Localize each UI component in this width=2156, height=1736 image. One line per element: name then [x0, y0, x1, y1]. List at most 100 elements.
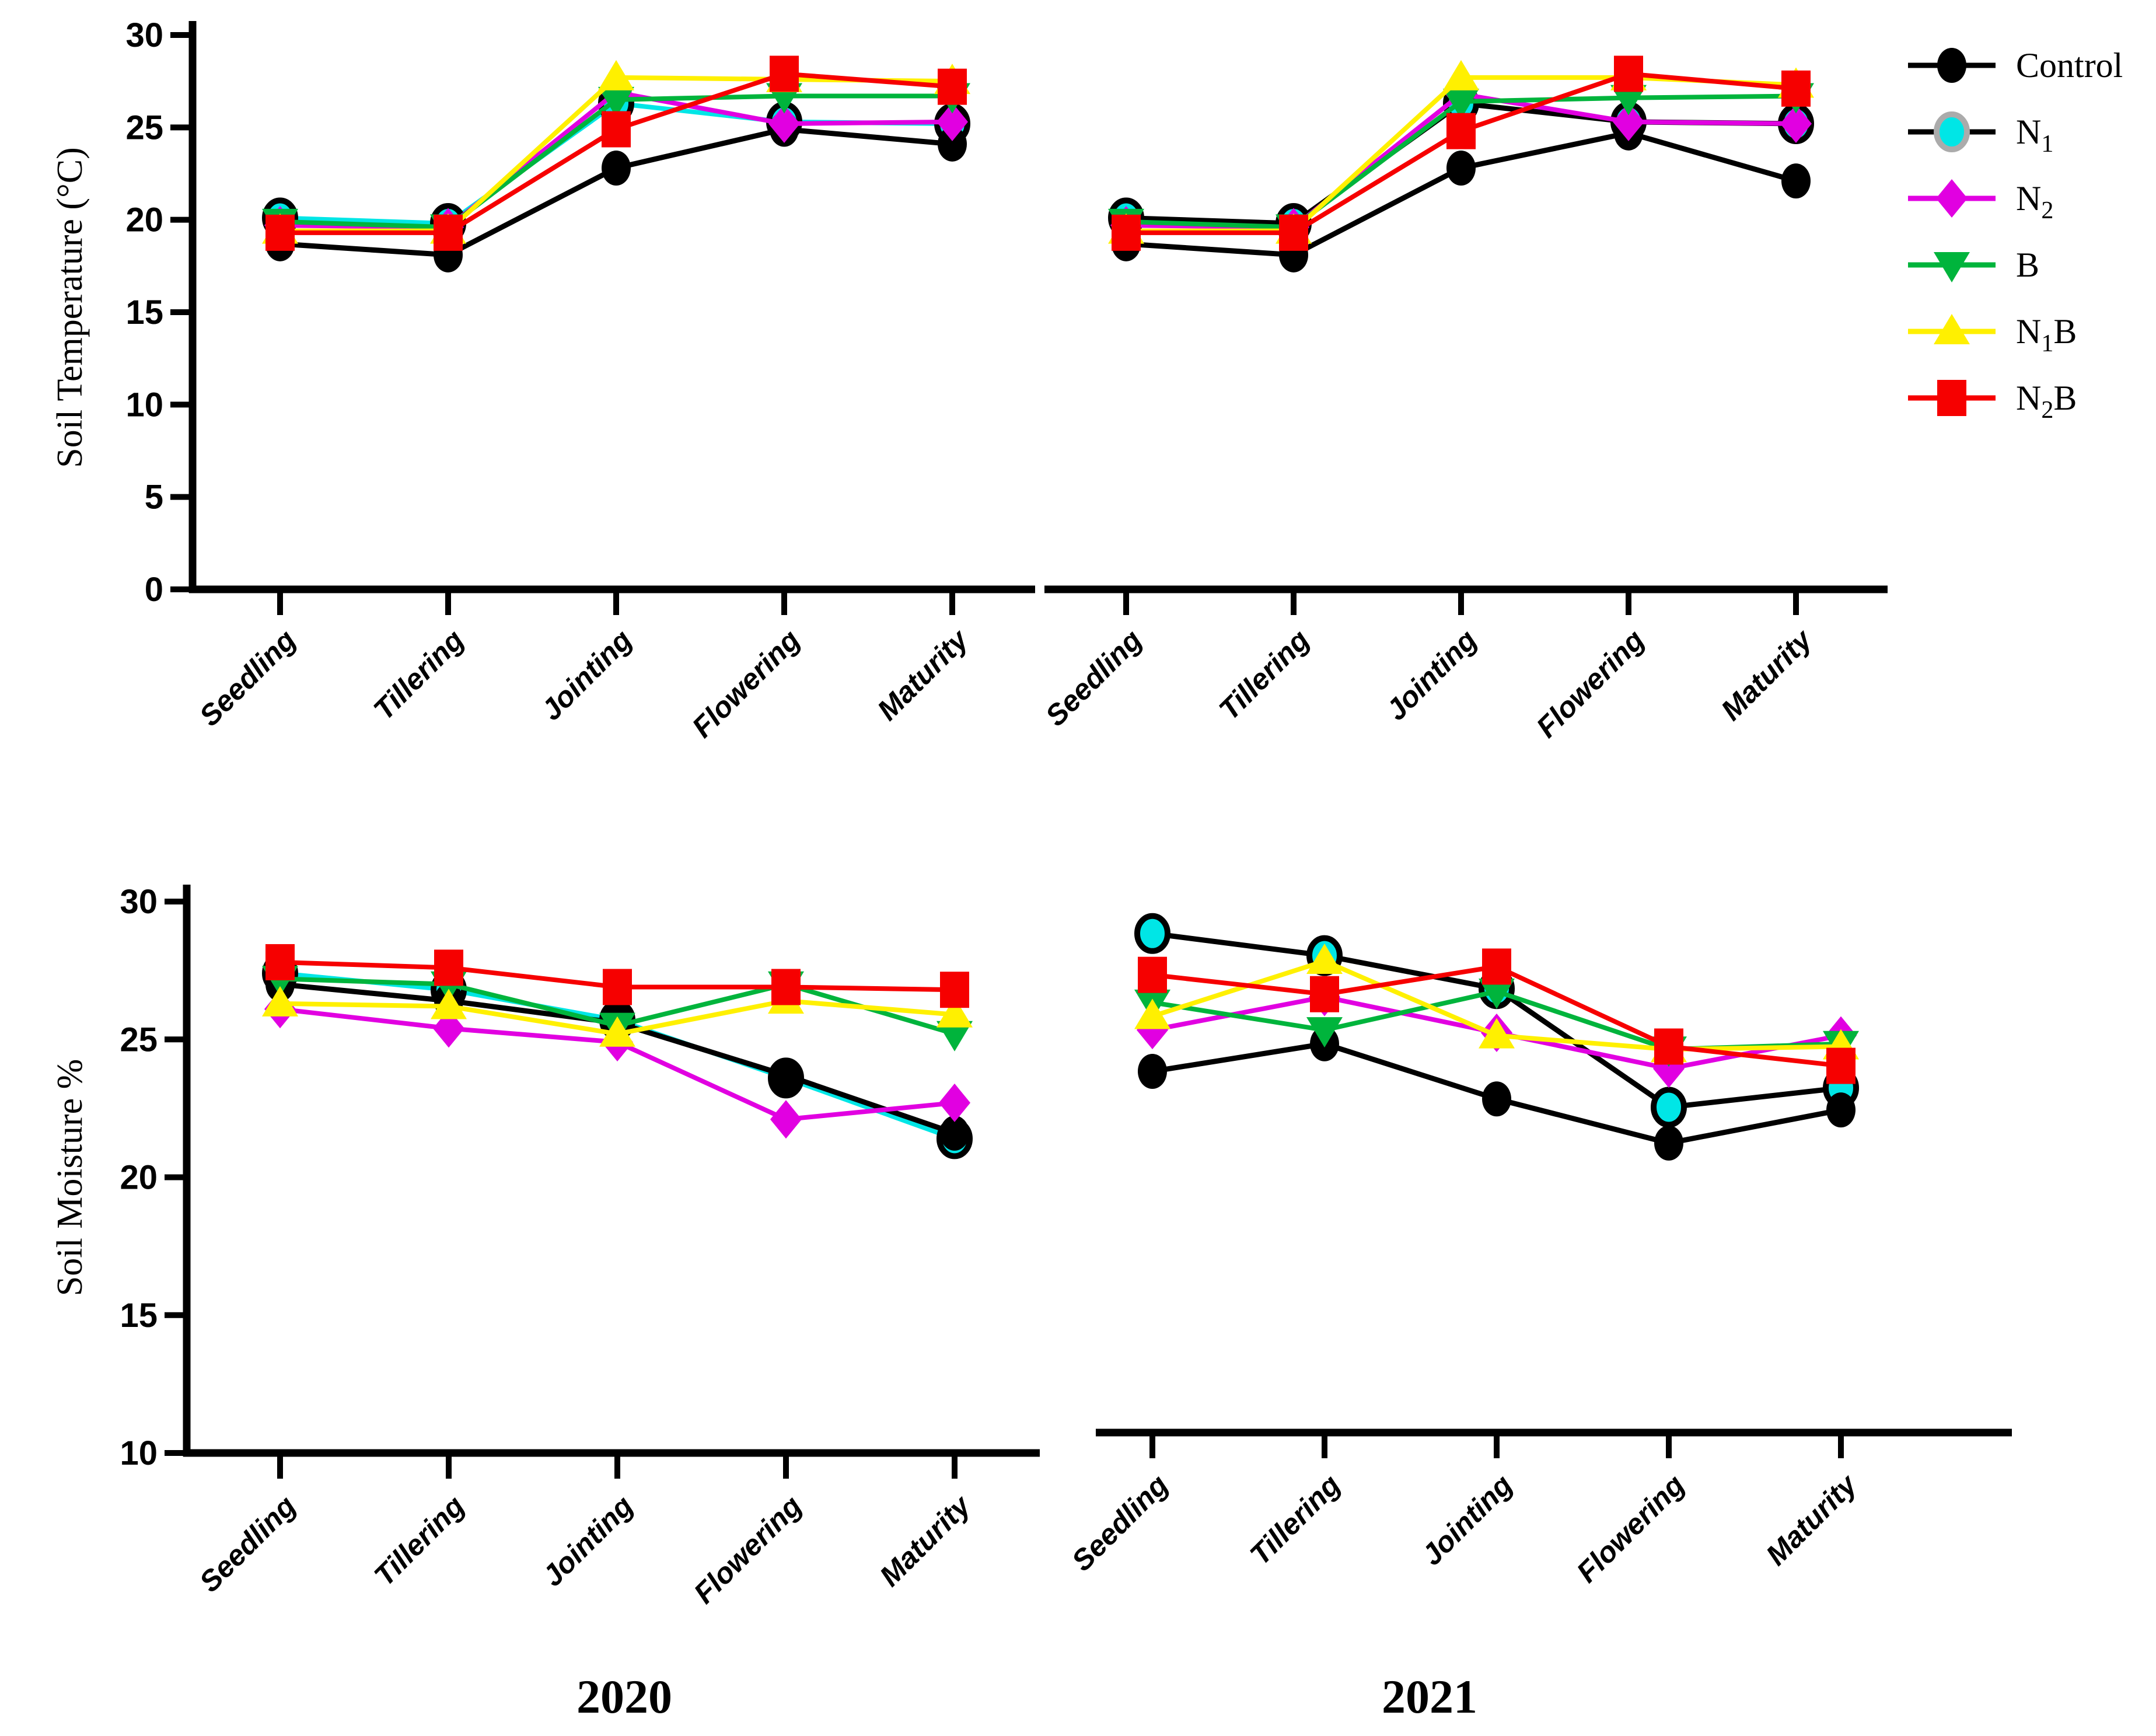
year-label-2020: 2020 [576, 1670, 672, 1723]
stage-label: Tillering [1243, 1468, 1346, 1571]
square-marker-icon [1138, 956, 1167, 993]
circle-marker-icon [1446, 151, 1476, 186]
legend-item-N2: N2 [1908, 179, 2053, 224]
square-marker-icon [1310, 976, 1339, 1012]
square-marker-icon [265, 944, 295, 980]
series-line [279, 126, 953, 258]
ringed-circle-marker-icon [1134, 913, 1170, 954]
moisture-y-tick-label: 20 [120, 1159, 158, 1197]
year-label-2021: 2021 [1382, 1670, 1477, 1723]
diamond-marker-icon [937, 102, 968, 141]
stage-label: Tillering [368, 1489, 470, 1592]
triangle-up-marker-icon [1443, 60, 1479, 90]
stage-label: Maturity [871, 623, 976, 727]
stage-label: Seedling [1039, 623, 1148, 732]
legend-label-N1B: N1B [2016, 312, 2077, 357]
moisture-y-tick-label: 15 [120, 1297, 158, 1335]
legend-label-N2B: N2B [2016, 379, 2077, 424]
stage-label: Jointing [1380, 623, 1483, 726]
legend-item-N1B: N1B [1908, 312, 2077, 357]
circle-marker-icon [602, 151, 631, 186]
legend-item-B: B [1908, 246, 2039, 284]
square-marker-icon [1826, 1047, 1856, 1084]
stage-label: Seedling [193, 1489, 302, 1598]
circle-marker-icon [1781, 163, 1811, 199]
square-marker-icon [434, 949, 463, 986]
stage-label: Tillering [367, 623, 470, 726]
square-marker-icon [770, 55, 799, 92]
legend-item-Control: Control [1908, 46, 2123, 85]
legend-triangle-down-marker-icon [1934, 252, 1970, 282]
triangle-down-marker-icon [1306, 1017, 1343, 1048]
legend-diamond-marker-icon [1936, 179, 1968, 218]
square-marker-icon [1112, 214, 1141, 251]
temperature-y-tick-label: 25 [125, 109, 163, 146]
triangle-up-marker-icon [1479, 1018, 1515, 1049]
diamond-marker-icon [939, 1083, 970, 1122]
triangle-up-marker-icon [1306, 944, 1343, 974]
legend-label-N1: N1 [2016, 113, 2053, 158]
square-marker-icon [1279, 214, 1308, 251]
temperature-y-tick-label: 15 [125, 294, 163, 331]
diamond-marker-icon [768, 104, 800, 143]
series-soil-moisture-2021-N2B [1138, 948, 1856, 1084]
circle-marker-icon [1654, 1125, 1683, 1161]
temperature-y-tick-label: 30 [125, 16, 163, 54]
circle-marker-icon [940, 1115, 969, 1151]
triangle-up-marker-icon [598, 60, 634, 90]
square-marker-icon [938, 68, 967, 105]
square-marker-icon [434, 214, 463, 251]
circle-marker-icon [1826, 1092, 1856, 1128]
circle-marker-icon [1138, 1054, 1167, 1089]
stage-label: Flowering [1570, 1468, 1691, 1589]
stage-label: Maturity [1760, 1468, 1864, 1572]
stage-label: Flowering [1530, 623, 1651, 744]
triangle-up-marker-icon [599, 1016, 635, 1047]
legend-label-Control: Control [2016, 46, 2123, 85]
temperature-y-tick-label: 10 [125, 386, 163, 424]
stage-label: Seedling [1065, 1468, 1175, 1577]
diamond-marker-icon [1780, 104, 1812, 143]
series-soil-moisture-2020-N2B [265, 944, 969, 1008]
legend-triangle-up-marker-icon [1934, 314, 1970, 344]
triangle-down-marker-icon [1479, 979, 1515, 1009]
stage-label: Jointing [1416, 1468, 1519, 1571]
legend-circle-marker-icon [1937, 48, 1966, 83]
triangle-down-marker-icon [937, 1021, 973, 1052]
square-marker-icon [265, 214, 295, 251]
temperature-y-tick-label: 5 [145, 478, 163, 516]
stage-label: Flowering [686, 623, 806, 744]
square-marker-icon [1781, 70, 1811, 107]
square-marker-icon [602, 111, 631, 148]
stage-label: Maturity [873, 1489, 978, 1593]
triangle-down-marker-icon [598, 86, 634, 117]
series-group-soil-temperature-2021 [1108, 55, 1814, 273]
temperature-y-tick-label: 20 [125, 201, 163, 239]
circle-marker-icon [938, 126, 967, 162]
moisture-y-tick-label: 10 [120, 1434, 158, 1472]
legend-circle-marker-icon [1934, 111, 1970, 152]
series-soil-temperature-2020-N2B [265, 55, 967, 251]
diamond-marker-icon [770, 1100, 802, 1139]
legend-square-marker-icon [1937, 380, 1966, 416]
stage-label: Seedling [193, 623, 302, 732]
square-marker-icon [771, 969, 801, 1005]
triangle-up-marker-icon [431, 988, 467, 1019]
stage-label: Flowering [687, 1489, 808, 1610]
stage-label: Tillering [1212, 623, 1315, 726]
legend-item-N2B: N2B [1908, 379, 2077, 424]
square-marker-icon [1482, 948, 1511, 985]
legend-label-N2: N2 [2016, 179, 2053, 224]
square-marker-icon [603, 969, 632, 1005]
series-group-soil-moisture-2020 [262, 944, 973, 1159]
square-marker-icon [1614, 55, 1643, 92]
stage-label: Jointing [535, 623, 638, 726]
square-marker-icon [940, 972, 969, 1008]
triangle-down-marker-icon [1610, 85, 1647, 116]
moisture-y-tick-label: 30 [120, 883, 158, 921]
triangle-up-marker-icon [1134, 998, 1170, 1029]
